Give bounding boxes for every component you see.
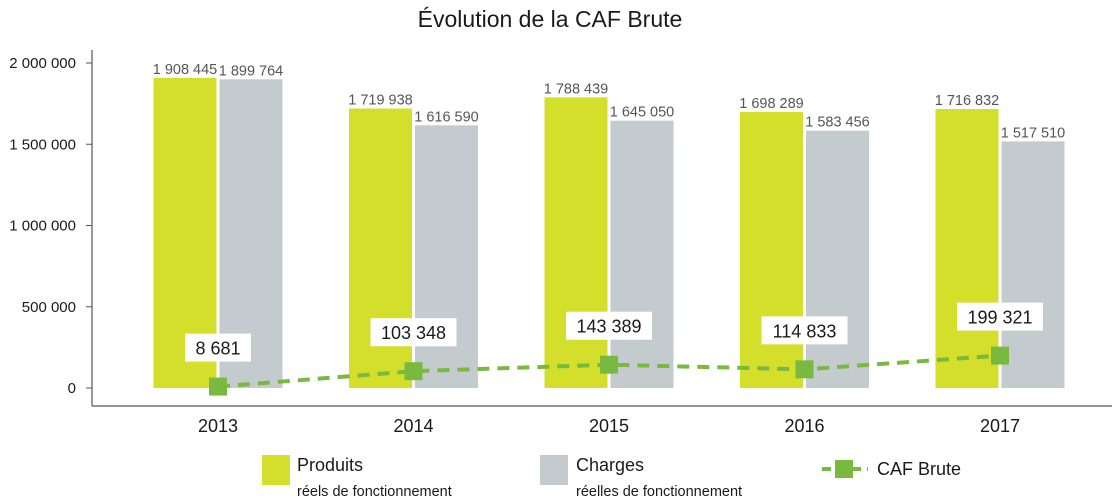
legend-label-caf: CAF Brute xyxy=(877,459,961,479)
legend-label-charges: Charges xyxy=(576,455,644,475)
caf-label-box xyxy=(566,311,652,340)
x-tick-label: 2013 xyxy=(198,416,238,436)
bar-value-label: 1 645 050 xyxy=(610,105,675,121)
x-tick-label: 2017 xyxy=(980,416,1020,436)
bar-produits-2016 xyxy=(740,112,803,388)
bar-value-label: 1 899 764 xyxy=(219,63,284,79)
bar-value-label: 1 908 445 xyxy=(153,62,218,78)
y-tick-label: 0 xyxy=(68,380,76,397)
caf-marker-2016 xyxy=(795,360,814,379)
bar-charges-2017 xyxy=(1001,141,1065,388)
caf-value-label: 103 348 xyxy=(381,323,446,343)
axes xyxy=(91,50,1112,407)
caf-labels: 8 681 103 348 143 389 114 833 199 321 xyxy=(185,302,1043,362)
caf-marker-2015 xyxy=(600,355,618,374)
legend: Produits réels de fonctionnement Charges… xyxy=(262,455,961,500)
bar-value-label: 1 698 289 xyxy=(739,96,804,112)
caf-label-box xyxy=(957,302,1043,331)
legend-label-produits: Produits xyxy=(297,455,363,475)
x-tick-label: 2015 xyxy=(589,416,629,436)
bar-value-label: 1 583 456 xyxy=(805,115,870,131)
bar-charges-2016 xyxy=(806,130,869,388)
x-axis-ticks: 2013 2014 2015 2016 2017 xyxy=(198,416,1020,436)
bar-charges-2014 xyxy=(415,125,478,388)
chart-title: Évolution de la CAF Brute xyxy=(418,6,683,32)
bar-value-label: 1 788 439 xyxy=(544,81,609,97)
y-tick-label: 2 000 000 xyxy=(9,55,76,72)
legend-sublabel-charges: réelles de fonctionnement xyxy=(576,484,742,500)
legend-marker-caf xyxy=(835,460,853,478)
caf-marker-2014 xyxy=(404,362,423,381)
y-tick-label: 1 000 000 xyxy=(9,218,76,235)
bar-value-label: 1 716 832 xyxy=(935,93,1000,109)
caf-value-label: 143 389 xyxy=(576,317,641,337)
caf-value-label: 8 681 xyxy=(195,339,240,359)
caf-marker-2017 xyxy=(991,346,1009,365)
caf-value-label: 199 321 xyxy=(967,308,1032,328)
legend-swatch-charges xyxy=(540,455,568,485)
y-tick-label: 1 500 000 xyxy=(9,136,76,153)
caf-label-box xyxy=(761,316,848,345)
x-tick-label: 2014 xyxy=(393,416,433,436)
caf-value-label: 114 833 xyxy=(773,321,837,341)
caf-label-box xyxy=(370,318,457,347)
bar-value-label: 1 616 590 xyxy=(414,109,479,125)
legend-sublabel-produits: réels de fonctionnement xyxy=(297,484,452,500)
x-tick-label: 2016 xyxy=(784,416,824,436)
bar-produits-2017 xyxy=(935,109,999,388)
caf-line-series xyxy=(209,346,1009,396)
bars xyxy=(153,77,1065,389)
bar-charges-2015 xyxy=(610,120,674,388)
bar-value-label: 1 719 938 xyxy=(348,93,413,109)
bar-value-label: 1 517 510 xyxy=(1001,125,1066,141)
y-axis-ticks: 0 500 000 1 000 000 1 500 000 2 000 000 xyxy=(9,55,92,397)
caf-marker-2013 xyxy=(209,377,227,396)
caf-label-box xyxy=(185,333,251,362)
y-tick-label: 500 000 xyxy=(22,299,76,316)
bar-produits-2015 xyxy=(544,97,608,388)
legend-swatch-produits xyxy=(262,455,290,485)
